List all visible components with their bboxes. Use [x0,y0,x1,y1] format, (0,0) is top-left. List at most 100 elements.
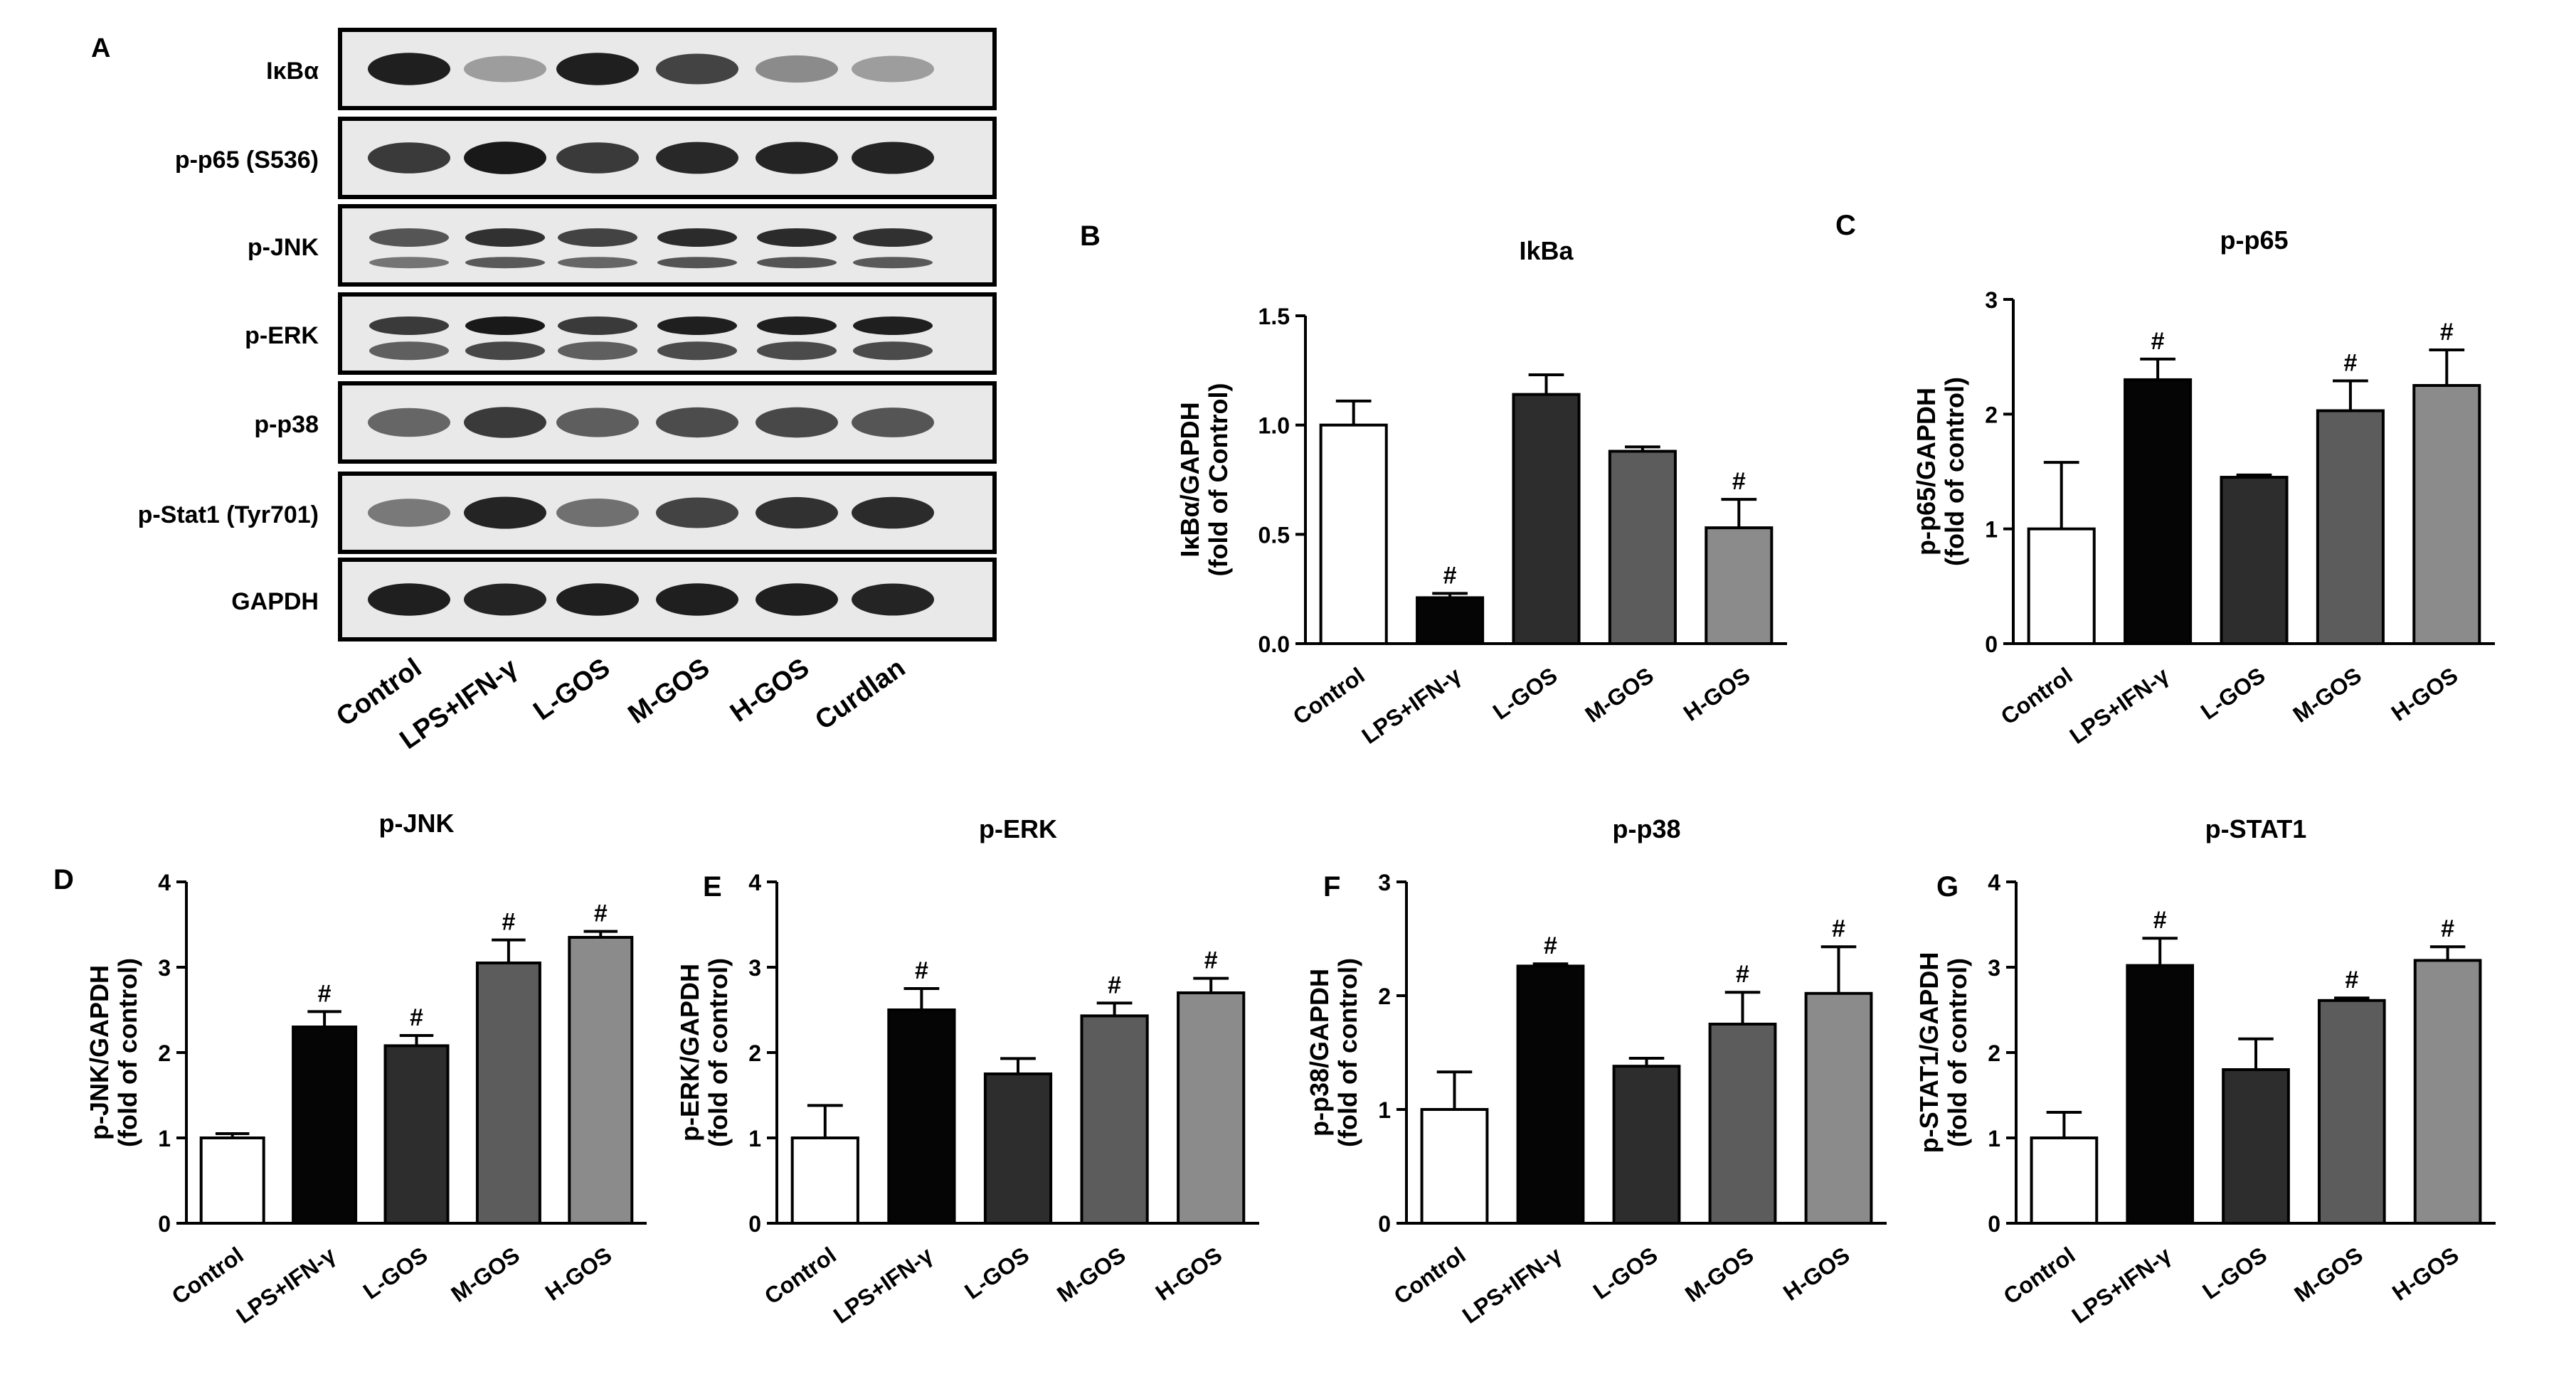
western-blot-panel: A IκBα p-p65 (S536) p-JNK p-ERK p-p38 p-Stat1 … [91,28,997,755]
y-axis-label: (fold of control) [1333,958,1362,1147]
bar-lps-ifn [1416,596,1485,646]
y-axis-label: p-STAT1/GAPDH [1914,952,1944,1154]
bar-lps-ifn [887,1008,956,1225]
bar-m-gos [1708,1023,1777,1225]
y-axis-label: (fold of control) [113,958,142,1147]
bar-lps-ifn [292,1026,358,1225]
blot-band [756,142,838,174]
significance-mark: # [318,980,332,1007]
blot-row-label: GAPDH [231,588,319,615]
x-tick-label: LPS+IFN-γ [1458,1242,1567,1329]
y-tick-label: 4 [1988,870,2000,895]
y-tick-label: 2 [1378,984,1391,1009]
blot-band [464,583,546,616]
x-tick-label: M-GOS [2288,662,2365,728]
blot-band-upper [757,228,837,247]
blot-lane-label: M-GOS [623,653,716,730]
blot-band-lower [369,341,449,361]
significance-mark: # [1732,468,1746,495]
chart-title: p-p65 [2220,225,2288,255]
x-tick-label: H-GOS [2387,1242,2464,1306]
chart-title: p-JNK [379,809,455,838]
blot-band-lower [369,257,449,269]
bar-lps-ifn [2126,964,2195,1225]
x-tick-label: LPS+IFN-γ [2065,662,2174,749]
bar-control [2027,527,2096,646]
x-tick-label: Control [1288,662,1369,730]
y-tick-label: 3 [748,955,761,981]
blot-lane-label: Curdlan [810,653,911,736]
significance-mark: # [502,909,515,936]
y-axis-label: IκBα/GAPDH [1175,402,1204,557]
x-tick-label: LPS+IFN-γ [1357,662,1466,749]
blot-band-upper [558,228,637,247]
x-tick-label: L-GOS [960,1242,1034,1304]
significance-mark: # [2151,328,2165,355]
bar-control [199,1136,265,1225]
blot-band [656,407,738,438]
x-tick-label: H-GOS [2387,662,2463,726]
significance-mark: # [1443,562,1457,589]
blot-band [464,142,546,174]
blot-band [556,499,639,527]
blot-band [556,408,639,437]
y-tick-label: 0.0 [1258,632,1290,657]
y-tick-label: 0.5 [1258,522,1290,548]
y-tick-label: 0 [1985,632,1998,657]
chart-title: p-p38 [1612,814,1680,843]
chart-panel-b: B IkBa 0.0 0.5 1.0 1.5 IκBα/GAPDH (fold of Cont… [1080,220,1787,749]
blot-band-upper [558,316,637,335]
y-tick-label: 1 [1985,517,1998,543]
blot-band [464,55,546,82]
blot-band-upper [853,228,933,247]
y-tick-label: 1 [1988,1126,2000,1151]
blot-band-upper [657,228,737,247]
blot-band [756,407,838,438]
y-tick-label: 4 [158,870,171,895]
panel-letter-e: E [703,871,722,903]
significance-mark: # [2153,907,2167,934]
panel-letter-b: B [1080,220,1101,252]
bar-charts: B IkBa 0.0 0.5 1.0 1.5 IκBα/GAPDH (fold of Cont… [53,210,2496,1329]
x-tick-label: L-GOS [2196,662,2270,725]
blot-lane-label: H-GOS [725,653,815,728]
blot-row-label: p-JNK [248,234,319,261]
blot-band [556,142,639,174]
blot-band [656,142,738,174]
significance-mark: # [1108,971,1121,999]
y-tick-label: 2 [1985,402,1998,427]
y-tick-label: 0 [158,1211,171,1237]
panel-letter-f: F [1323,871,1340,903]
blot-band [656,497,738,528]
blot-band-lower [558,341,637,361]
blot-band-lower [853,341,933,361]
significance-mark: # [915,957,928,984]
blot-row-label: p-ERK [245,322,319,349]
significance-mark: # [2345,967,2358,994]
chart-title: p-STAT1 [2205,814,2307,843]
blot-band [656,583,738,616]
blot-band [852,496,934,529]
blot-band-upper [465,228,545,247]
bar-control [1420,1108,1489,1225]
blot-band-lower [657,257,737,269]
y-tick-label: 4 [748,870,761,895]
blot-row-label: p-p38 [254,411,319,438]
x-tick-label: H-GOS [1679,662,1755,726]
bar-m-gos [2317,999,2386,1225]
blot-band-upper [853,316,933,335]
significance-mark: # [2441,915,2454,942]
blot-band [756,55,838,83]
chart-panel-e: Ep-ERK 0 1 2 3 4 p-ERK/GAPDH (fold of control) C… [675,814,1259,1329]
x-tick-label: Control [1389,1242,1470,1309]
x-tick-label: H-GOS [1151,1242,1227,1306]
chart-title: p-ERK [979,814,1057,843]
bar-h-gos [1177,991,1246,1225]
blot-band [852,142,934,174]
bar-m-gos [1080,1014,1149,1225]
blot-band [556,53,639,85]
blot-band [852,583,934,616]
x-tick-label: LPS+IFN-γ [232,1242,341,1329]
y-axis-label: (fold of control) [1940,377,1969,566]
